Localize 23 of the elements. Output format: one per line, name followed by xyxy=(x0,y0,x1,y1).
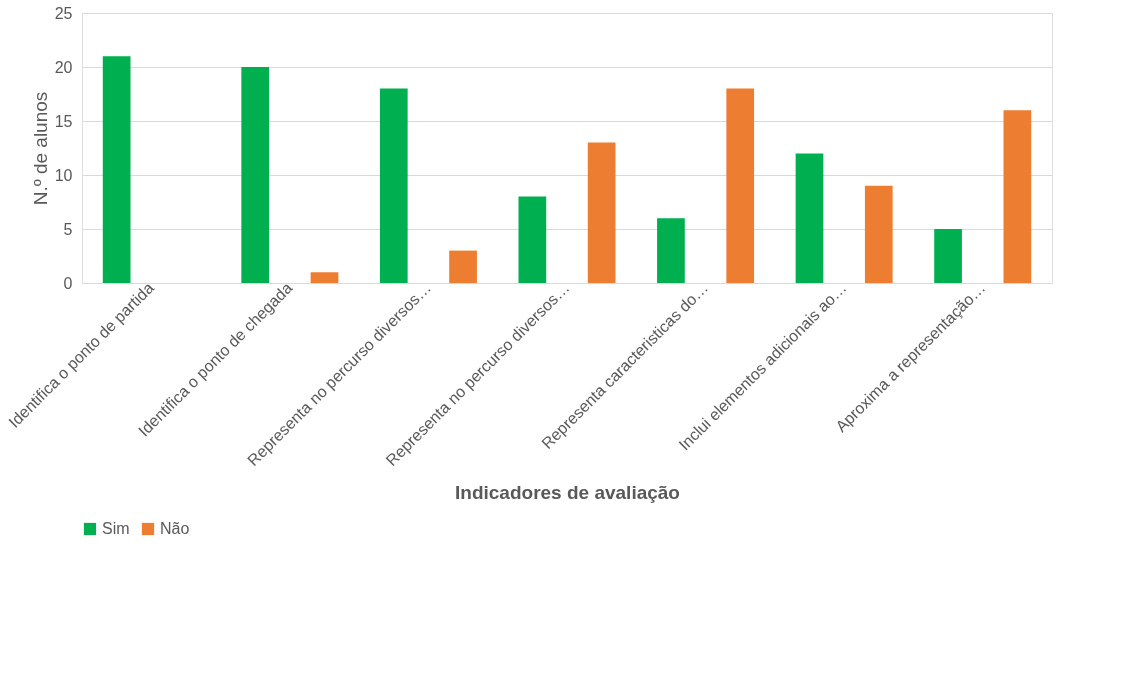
bar xyxy=(587,142,616,283)
bar xyxy=(864,185,893,283)
y-tick-label: 25 xyxy=(54,4,73,22)
bar xyxy=(310,272,339,283)
bar xyxy=(1003,110,1032,283)
bar xyxy=(795,153,824,283)
legend-label: Sim xyxy=(102,520,130,537)
x-axis-title: Indicadores de avaliação xyxy=(455,482,680,504)
y-tick-label: 10 xyxy=(54,166,73,184)
y-tick-label: 15 xyxy=(54,112,73,130)
bar xyxy=(726,88,755,283)
y-axis-title: N.º de alunos xyxy=(29,91,51,206)
bar xyxy=(934,229,962,283)
bar xyxy=(449,250,477,283)
bar xyxy=(102,56,131,283)
bar xyxy=(241,67,270,283)
y-tick-label: 5 xyxy=(63,220,73,238)
y-tick-label: 0 xyxy=(63,274,73,292)
bar xyxy=(518,196,547,283)
y-tick-label: 20 xyxy=(54,58,73,76)
bar xyxy=(657,218,685,283)
legend-label: Não xyxy=(160,520,190,537)
bar xyxy=(379,88,408,283)
